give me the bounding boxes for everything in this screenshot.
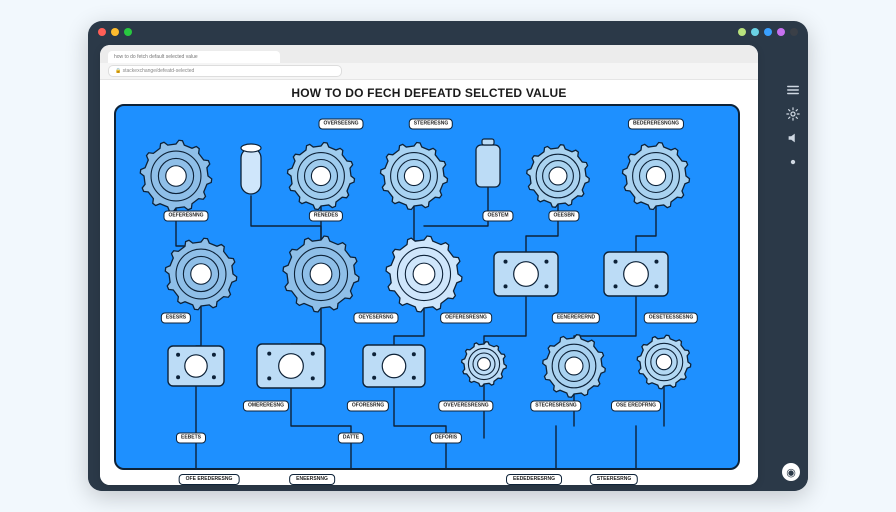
diagram-node-g9 xyxy=(462,342,507,387)
app-body: ◉ how to do fetch default selected value… xyxy=(88,43,808,491)
window-dot-icon[interactable] xyxy=(98,28,106,36)
diagram-node-d2 xyxy=(604,252,668,296)
browser-tab[interactable]: how to do fetch default selected value xyxy=(108,51,280,63)
app-sidebar xyxy=(778,43,808,491)
browser-tabbar[interactable]: how to do fetch default selected value xyxy=(100,45,758,63)
window-dot-icon[interactable] xyxy=(751,28,759,36)
traffic-lights-left xyxy=(98,28,132,36)
window-dot-icon[interactable] xyxy=(738,28,746,36)
desktop-background: ◉ how to do fetch default selected value… xyxy=(0,0,896,512)
diagram-label: OFORESRNG xyxy=(347,401,389,412)
diagram-node-d5 xyxy=(363,345,425,387)
sidebar-fab[interactable]: ◉ xyxy=(782,463,800,481)
diagram-label: RENEDES xyxy=(309,211,343,222)
diagram-label: OEYESERSNG xyxy=(353,313,398,324)
diagram-label: OEFERESNNG xyxy=(163,211,208,222)
menu-icon[interactable] xyxy=(786,83,800,97)
diagram-node-c1 xyxy=(241,144,261,194)
page-title: HOW TO DO FECH DEFEATD SELCTED VALUE xyxy=(100,86,758,100)
diagram-tag: OFE EREDERESNG xyxy=(179,474,240,485)
diagram-label: EEBETS xyxy=(176,433,206,444)
window-dot-icon[interactable] xyxy=(790,28,798,36)
diagram-label: OSE EREDFRNG xyxy=(611,401,661,412)
diagram-node-d3 xyxy=(168,346,224,386)
sound-icon[interactable] xyxy=(786,131,800,145)
process-diagram: OVERSEESNG STERERESNG BEDERERESNGNG OEFERES… xyxy=(114,104,740,470)
diagram-node-d1 xyxy=(494,252,558,296)
browser-page: HOW TO DO FECH DEFEATD SELCTED VALUE OVE… xyxy=(100,80,758,485)
diagram-node-g10 xyxy=(543,335,606,398)
diagram-label: OEESBN xyxy=(548,211,579,222)
diagram-label: OESTEM xyxy=(482,211,513,222)
window-dot-icon[interactable] xyxy=(777,28,785,36)
window-dot-icon[interactable] xyxy=(764,28,772,36)
diagram-node-g6 xyxy=(165,238,236,309)
diagram-label: STECRESRESNG xyxy=(530,401,581,412)
diagram-tag: EEDEDERESRNG xyxy=(506,474,562,485)
diagram-node-g2 xyxy=(288,143,355,210)
diagram-label: BEDERERESNGNG xyxy=(628,119,684,130)
browser-url-field[interactable]: 🔒 stackexchange/defeatd-selected xyxy=(108,65,342,77)
diagram-label: EENERERERND xyxy=(552,313,600,324)
diagram-label: ESESRS xyxy=(161,313,191,324)
gear-icon[interactable] xyxy=(786,107,800,121)
diagram-tag: ENEERSNNG xyxy=(289,474,335,485)
browser-urlbar[interactable]: 🔒 stackexchange/defeatd-selected xyxy=(100,63,758,80)
traffic-lights-right xyxy=(738,28,798,36)
diagram-label: OVEVERESRESNG xyxy=(438,401,493,412)
diagram-label: OESETEESSESNG xyxy=(644,313,698,324)
dot-icon[interactable] xyxy=(786,155,800,169)
diagram-node-g4 xyxy=(527,145,590,208)
browser-window: how to do fetch default selected value 🔒… xyxy=(100,45,758,485)
diagram-node-g8 xyxy=(386,236,462,312)
diagram-node-g3 xyxy=(381,143,448,210)
app-window: ◉ how to do fetch default selected value… xyxy=(88,21,808,491)
window-dot-icon[interactable] xyxy=(111,28,119,36)
diagram-label: DATTE xyxy=(338,433,364,444)
diagram-node-tk xyxy=(476,139,500,187)
diagram-label: OVERSEESNG xyxy=(318,119,363,130)
diagram-label: OEFERESRESNG xyxy=(440,313,492,324)
diagram-node-d4 xyxy=(257,344,325,388)
window-dot-icon[interactable] xyxy=(124,28,132,36)
app-titlebar[interactable] xyxy=(88,21,808,43)
diagram-node-g7 xyxy=(283,236,359,312)
diagram-label: OMERERESNG xyxy=(243,401,289,412)
diagram-node-g5 xyxy=(623,143,690,210)
diagram-node-g1 xyxy=(140,140,211,211)
diagram-label: STERERESNG xyxy=(409,119,453,130)
diagram-tag: STEERESRNG xyxy=(590,474,638,485)
diagram-label: DEFORIS xyxy=(430,433,462,444)
diagram-node-g11 xyxy=(637,335,691,389)
